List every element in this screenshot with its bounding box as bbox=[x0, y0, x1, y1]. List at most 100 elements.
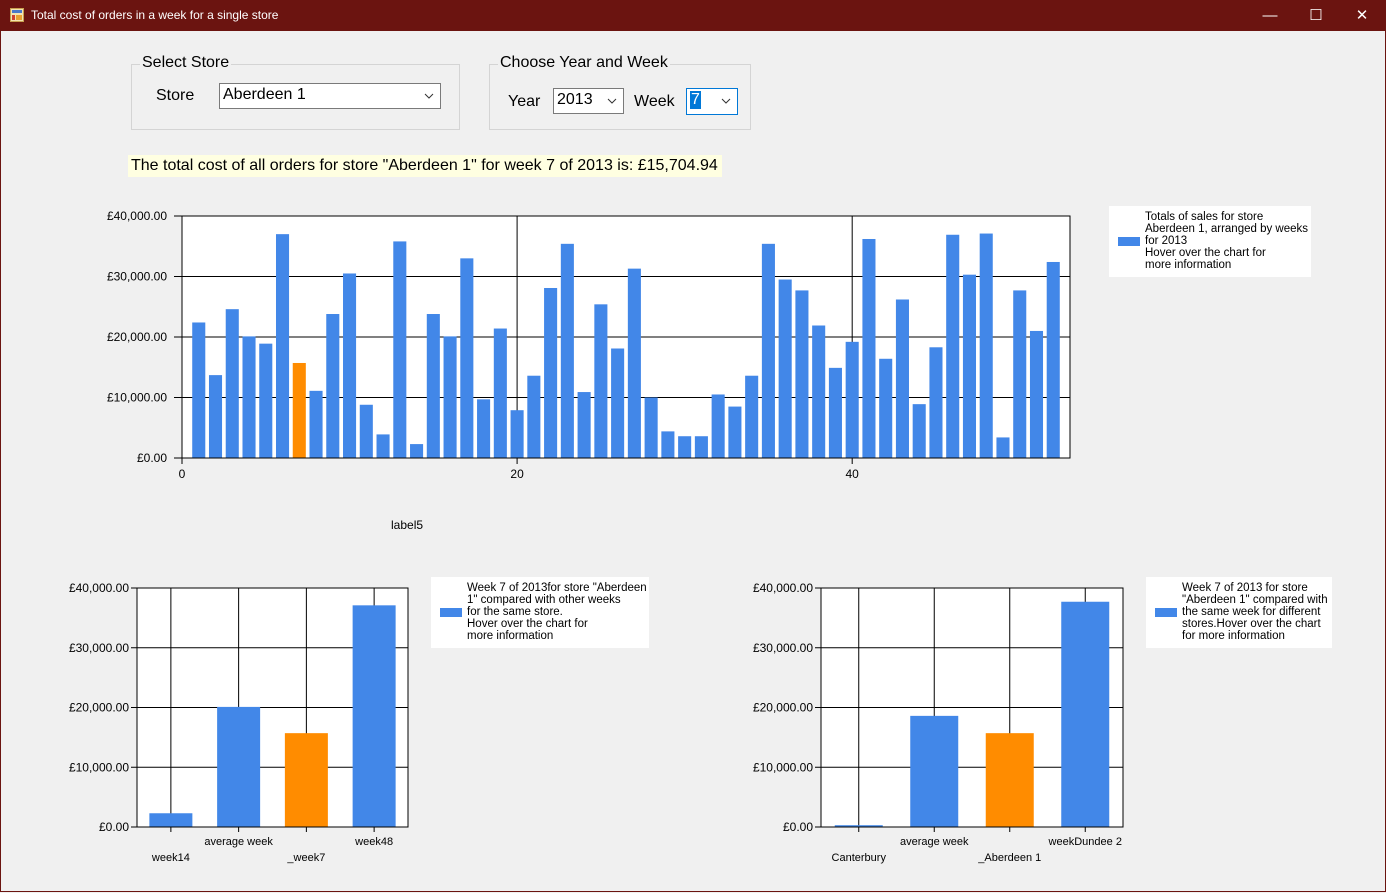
x-category-label: weekDundee 2 bbox=[1048, 836, 1122, 848]
bar-2 bbox=[284, 733, 328, 827]
bar-week-35 bbox=[761, 243, 775, 458]
y-tick-label: £20,000.00 bbox=[69, 701, 129, 715]
bar-week-33 bbox=[728, 406, 742, 458]
bar-week-38 bbox=[812, 325, 826, 458]
chevron-down-icon bbox=[424, 93, 434, 99]
bar-week-30 bbox=[678, 436, 692, 458]
bar-week-46 bbox=[946, 234, 960, 458]
window-title: Total cost of orders in a week for a sin… bbox=[31, 8, 279, 22]
bar-week-3 bbox=[225, 309, 239, 458]
bar-week-13 bbox=[393, 241, 407, 458]
store-dropdown[interactable]: Aberdeen 1 bbox=[219, 83, 441, 109]
bar-1 bbox=[217, 706, 261, 827]
x-category-label: _Aberdeen 1 bbox=[977, 852, 1041, 864]
plot-border bbox=[136, 587, 409, 828]
select-store-group: Select Store bbox=[131, 54, 460, 130]
bar-week-12 bbox=[376, 434, 390, 458]
bar-0 bbox=[834, 825, 883, 827]
bar-week-25 bbox=[594, 304, 608, 458]
bar-week-28 bbox=[644, 397, 658, 458]
bar-week-27 bbox=[627, 268, 641, 458]
bar-3 bbox=[1061, 601, 1110, 827]
store-comparison-legend: Week 7 of 2013 for store "Aberdeen 1" co… bbox=[1146, 577, 1332, 648]
y-tick-label: £0.00 bbox=[783, 820, 813, 834]
bar-week-18 bbox=[477, 399, 491, 458]
bar-week-49 bbox=[996, 437, 1010, 458]
bar-week-19 bbox=[493, 328, 507, 458]
bar-week-44 bbox=[912, 404, 926, 458]
bar-week-17 bbox=[460, 258, 474, 458]
week-label: Week bbox=[634, 93, 675, 110]
bar-week-9 bbox=[326, 314, 340, 458]
bar-week-10 bbox=[343, 273, 357, 458]
bar-week-4 bbox=[242, 336, 256, 458]
week-dropdown[interactable]: 7 bbox=[686, 88, 738, 115]
label5: label5 bbox=[391, 518, 424, 532]
bar-week-21 bbox=[527, 375, 541, 458]
x-tick-label: 0 bbox=[179, 467, 186, 481]
x-category-label: average week bbox=[900, 836, 969, 848]
bar-week-1 bbox=[192, 322, 206, 458]
bar-week-22 bbox=[544, 287, 558, 458]
bar-week-8 bbox=[309, 390, 323, 458]
store-label: Store bbox=[156, 87, 195, 104]
y-tick-label: £30,000.00 bbox=[69, 641, 129, 655]
x-tick-label: 40 bbox=[846, 467, 860, 481]
bar-week-34 bbox=[745, 375, 759, 458]
x-category-label: average week bbox=[204, 836, 273, 848]
summary-label: The total cost of all orders for store "… bbox=[128, 155, 722, 177]
select-store-group-title: Select Store bbox=[140, 54, 232, 72]
plot-border bbox=[181, 215, 1071, 459]
year-week-group: Choose Year and Week bbox=[489, 54, 751, 130]
bar-week-52 bbox=[1046, 261, 1060, 458]
bar-week-41 bbox=[862, 238, 876, 458]
x-category-label: _week7 bbox=[286, 852, 325, 864]
store-comparison-chart[interactable]: £0.00 £10,000.00 £20,000.00 £30,000.00 £40,0… bbox=[720, 570, 1140, 870]
y-tick-label: £20,000.00 bbox=[107, 330, 167, 344]
y-tick-label: £40,000.00 bbox=[69, 581, 129, 595]
bar-week-48 bbox=[979, 233, 993, 458]
x-category-label: Canterbury bbox=[832, 852, 887, 864]
bar-week-7 bbox=[292, 362, 306, 458]
bar-week-26 bbox=[611, 348, 625, 458]
bar-week-37 bbox=[795, 290, 809, 458]
bar-0 bbox=[149, 813, 193, 827]
bar-week-32 bbox=[711, 394, 725, 458]
bar-week-6 bbox=[275, 234, 290, 458]
bar-week-36 bbox=[778, 279, 792, 458]
minimize-button[interactable]: — bbox=[1262, 7, 1278, 24]
x-category-label: week48 bbox=[354, 836, 393, 848]
x-tick-label: 20 bbox=[510, 467, 524, 481]
y-tick-label: £40,000.00 bbox=[753, 581, 813, 595]
close-button[interactable]: ✕ bbox=[1355, 7, 1369, 24]
title-bar: Total cost of orders in a week for a sin… bbox=[0, 0, 1386, 31]
chevron-down-icon bbox=[721, 98, 731, 104]
year-week-group-title: Choose Year and Week bbox=[498, 54, 670, 72]
y-tick-label: £20,000.00 bbox=[753, 701, 813, 715]
year-dropdown[interactable]: 2013 bbox=[553, 88, 624, 114]
weekly-sales-chart[interactable]: £0.00 £10,000.00 £20,000.00 £30,000.00 £40,0… bbox=[0, 195, 1090, 495]
week-comparison-chart[interactable]: £0.00 £10,000.00 £20,000.00 £30,000.00 £40,0… bbox=[30, 570, 430, 870]
legend-swatch bbox=[1155, 608, 1177, 617]
bar-week-24 bbox=[577, 392, 591, 458]
y-tick-label: £10,000.00 bbox=[753, 760, 813, 774]
weekly-chart-legend: Totals of sales for store Aberdeen 1, ar… bbox=[1109, 206, 1311, 277]
year-dropdown-value: 2013 bbox=[557, 91, 593, 108]
bar-week-5 bbox=[259, 343, 273, 458]
bar-week-40 bbox=[845, 341, 859, 458]
y-tick-label: £10,000.00 bbox=[69, 760, 129, 774]
bar-2 bbox=[985, 733, 1034, 827]
y-tick-label: £0.00 bbox=[137, 451, 167, 465]
chevron-down-icon bbox=[607, 98, 617, 104]
bar-week-45 bbox=[929, 347, 943, 458]
y-tick-label: £0.00 bbox=[99, 820, 129, 834]
year-label: Year bbox=[508, 93, 541, 110]
maximize-button[interactable]: ☐ bbox=[1309, 7, 1323, 24]
weekly-chart-legend-text: Totals of sales for store Aberdeen 1, ar… bbox=[1145, 211, 1309, 271]
store-dropdown-value: Aberdeen 1 bbox=[223, 86, 306, 103]
week-dropdown-value: 7 bbox=[690, 91, 701, 109]
bar-1 bbox=[910, 715, 959, 827]
plot-border bbox=[820, 587, 1124, 828]
bar-week-2 bbox=[208, 375, 223, 458]
store-comparison-legend-text: Week 7 of 2013 for store "Aberdeen 1" co… bbox=[1182, 582, 1328, 642]
